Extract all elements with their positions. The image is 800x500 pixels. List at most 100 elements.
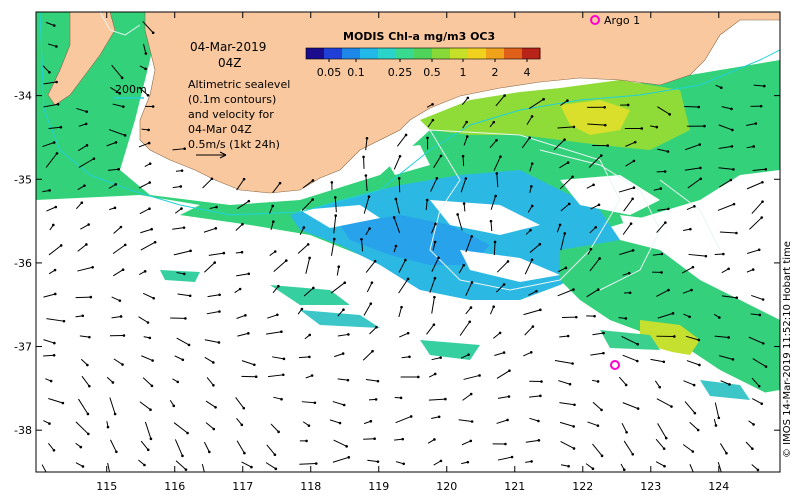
velocity-vector: [688, 253, 706, 257]
velocity-vector-head: [87, 432, 90, 436]
velocity-vector: [79, 335, 90, 338]
velocity-vector-head: [92, 157, 96, 160]
velocity-vector: [172, 227, 185, 230]
velocity-vector-head: [631, 452, 635, 456]
velocity-vector: [656, 398, 672, 407]
velocity-vector: [208, 252, 224, 256]
velocity-vector-head: [756, 468, 760, 472]
velocity-vector: [431, 257, 439, 272]
velocity-vector-head: [85, 243, 88, 246]
velocity-vector: [431, 416, 440, 420]
velocity-vector: [687, 178, 701, 189]
velocity-vector: [714, 335, 729, 338]
velocity-vector-head: [537, 419, 540, 423]
velocity-vector-head: [502, 351, 506, 354]
colorbar-swatch: [504, 48, 523, 59]
velocity-vector-head: [121, 268, 125, 271]
velocity-vector: [490, 195, 497, 210]
velocity-vector: [176, 337, 190, 346]
velocity-vector: [751, 398, 763, 405]
velocity-vector: [297, 244, 309, 254]
velocity-vector: [78, 158, 95, 168]
velocity-vector-head: [624, 317, 628, 320]
velocity-vector: [365, 138, 368, 151]
velocity-vector-head: [273, 250, 277, 253]
velocity-vector-head: [242, 177, 246, 181]
velocity-vector-head: [55, 80, 58, 84]
velocity-vector-head: [302, 226, 306, 229]
velocity-vector: [272, 182, 281, 194]
velocity-vector: [433, 460, 442, 466]
velocity-vector-head: [757, 384, 761, 388]
velocity-vector: [142, 21, 154, 34]
credit-label: © IMOS 14-Mar-2019 11:52:10 Hobart time: [782, 241, 793, 458]
velocity-vector-head: [760, 402, 764, 406]
velocity-vector-head: [751, 447, 754, 451]
velocity-vector-head: [369, 302, 373, 305]
velocity-vector: [75, 421, 89, 435]
velocity-vector-head: [636, 342, 639, 346]
velocity-vector: [367, 459, 379, 463]
velocity-vector: [721, 295, 737, 299]
velocity-vector-head: [114, 183, 117, 186]
argo-marker-2[interactable]: [610, 360, 620, 370]
argo-marker-1[interactable]: [590, 15, 600, 25]
velocity-vector-head: [572, 425, 575, 428]
velocity-vector: [720, 380, 730, 385]
velocity-vector-head: [151, 105, 155, 108]
velocity-vector-head: [502, 283, 506, 286]
velocity-vector: [112, 269, 124, 277]
velocity-vector-head: [699, 166, 702, 170]
velocity-vector: [590, 352, 604, 356]
velocity-vector: [48, 126, 61, 129]
velocity-vector-head: [273, 453, 277, 457]
velocity-vector-head: [212, 427, 216, 431]
velocity-vector: [683, 380, 695, 386]
velocity-vector-head: [507, 395, 511, 398]
velocity-vector-head: [83, 184, 86, 187]
velocity-vector: [236, 314, 246, 319]
velocity-vector-head: [433, 276, 437, 280]
velocity-vector-head: [46, 473, 49, 476]
velocity-vector-head: [300, 307, 304, 311]
velocity-vector-head: [153, 240, 157, 244]
velocity-vector: [461, 440, 471, 446]
velocity-vector-head: [146, 93, 150, 97]
velocity-vector: [431, 357, 441, 361]
velocity-vector-head: [272, 220, 275, 223]
velocity-vector: [657, 208, 669, 211]
velocity-vector-head: [398, 154, 402, 158]
colorbar-frame: [305, 47, 541, 60]
velocity-vector-head: [91, 265, 94, 269]
velocity-vector-head: [660, 252, 664, 256]
velocity-vector: [301, 199, 313, 211]
velocity-vector: [174, 355, 184, 361]
velocity-vector-head: [602, 331, 605, 335]
velocity-vector-head: [180, 207, 183, 210]
velocity-vector-head: [85, 110, 88, 113]
velocity-vector: [42, 142, 55, 148]
velocity-vector-head: [337, 265, 341, 269]
colorbar-swatch: [432, 48, 451, 59]
velocity-vector-head: [698, 143, 702, 146]
velocity-vector: [270, 221, 274, 230]
velocity-vector: [43, 354, 55, 357]
velocity-vector-head: [752, 423, 755, 426]
velocity-vector: [657, 423, 667, 439]
velocity-vector-head: [399, 396, 403, 400]
x-tick-label: 122: [572, 480, 593, 493]
colorbar-swatch: [522, 48, 541, 59]
velocity-vector-head: [425, 198, 429, 202]
velocity-vector: [463, 374, 480, 380]
y-tick-label: -34: [14, 90, 32, 103]
velocity-vector-head: [498, 331, 502, 335]
velocity-vector: [496, 173, 499, 188]
velocity-vector-head: [465, 135, 469, 138]
velocity-vector-head: [693, 205, 696, 208]
velocity-vector-head: [433, 240, 437, 244]
velocity-vector-head: [664, 436, 668, 440]
velocity-vector: [618, 187, 635, 193]
velocity-vector-head: [495, 138, 498, 142]
velocity-vector: [108, 129, 126, 136]
velocity-vector-head: [404, 133, 408, 137]
